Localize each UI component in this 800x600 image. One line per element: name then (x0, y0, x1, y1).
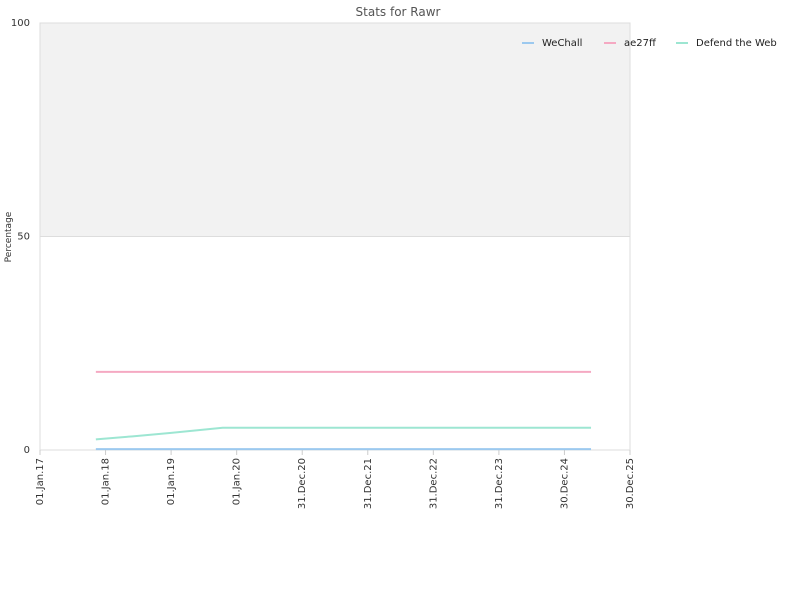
y-axis-label: Percentage (4, 211, 14, 262)
x-tick-label: 30.Dec.24 (559, 458, 570, 509)
series-line (95, 426, 592, 441)
x-tick-label: 31.Dec.21 (363, 458, 374, 509)
chart-title: Stats for Rawr (356, 5, 441, 19)
upper-band (40, 23, 630, 237)
y-tick-label: 0 (24, 445, 30, 456)
x-tick-label: 31.Dec.22 (428, 458, 439, 509)
x-tick-label: 01.Jan.19 (166, 458, 177, 505)
legend-label: ae27ff (624, 38, 657, 49)
x-tick-label: 31.Dec.20 (297, 458, 308, 509)
x-tick-label: 01.Jan.20 (232, 458, 243, 505)
legend-label: Defend the Web (696, 38, 777, 49)
x-tick-label: 01.Jan.18 (101, 458, 112, 505)
legend-label: WeChall (542, 38, 582, 49)
x-tick-label: 31.Dec.23 (494, 458, 505, 509)
y-tick-label: 100 (11, 18, 30, 29)
x-tick-label: 01.Jan.17 (35, 458, 46, 505)
x-tick-label: 30.Dec.25 (625, 458, 636, 509)
y-tick-label: 50 (17, 232, 30, 243)
